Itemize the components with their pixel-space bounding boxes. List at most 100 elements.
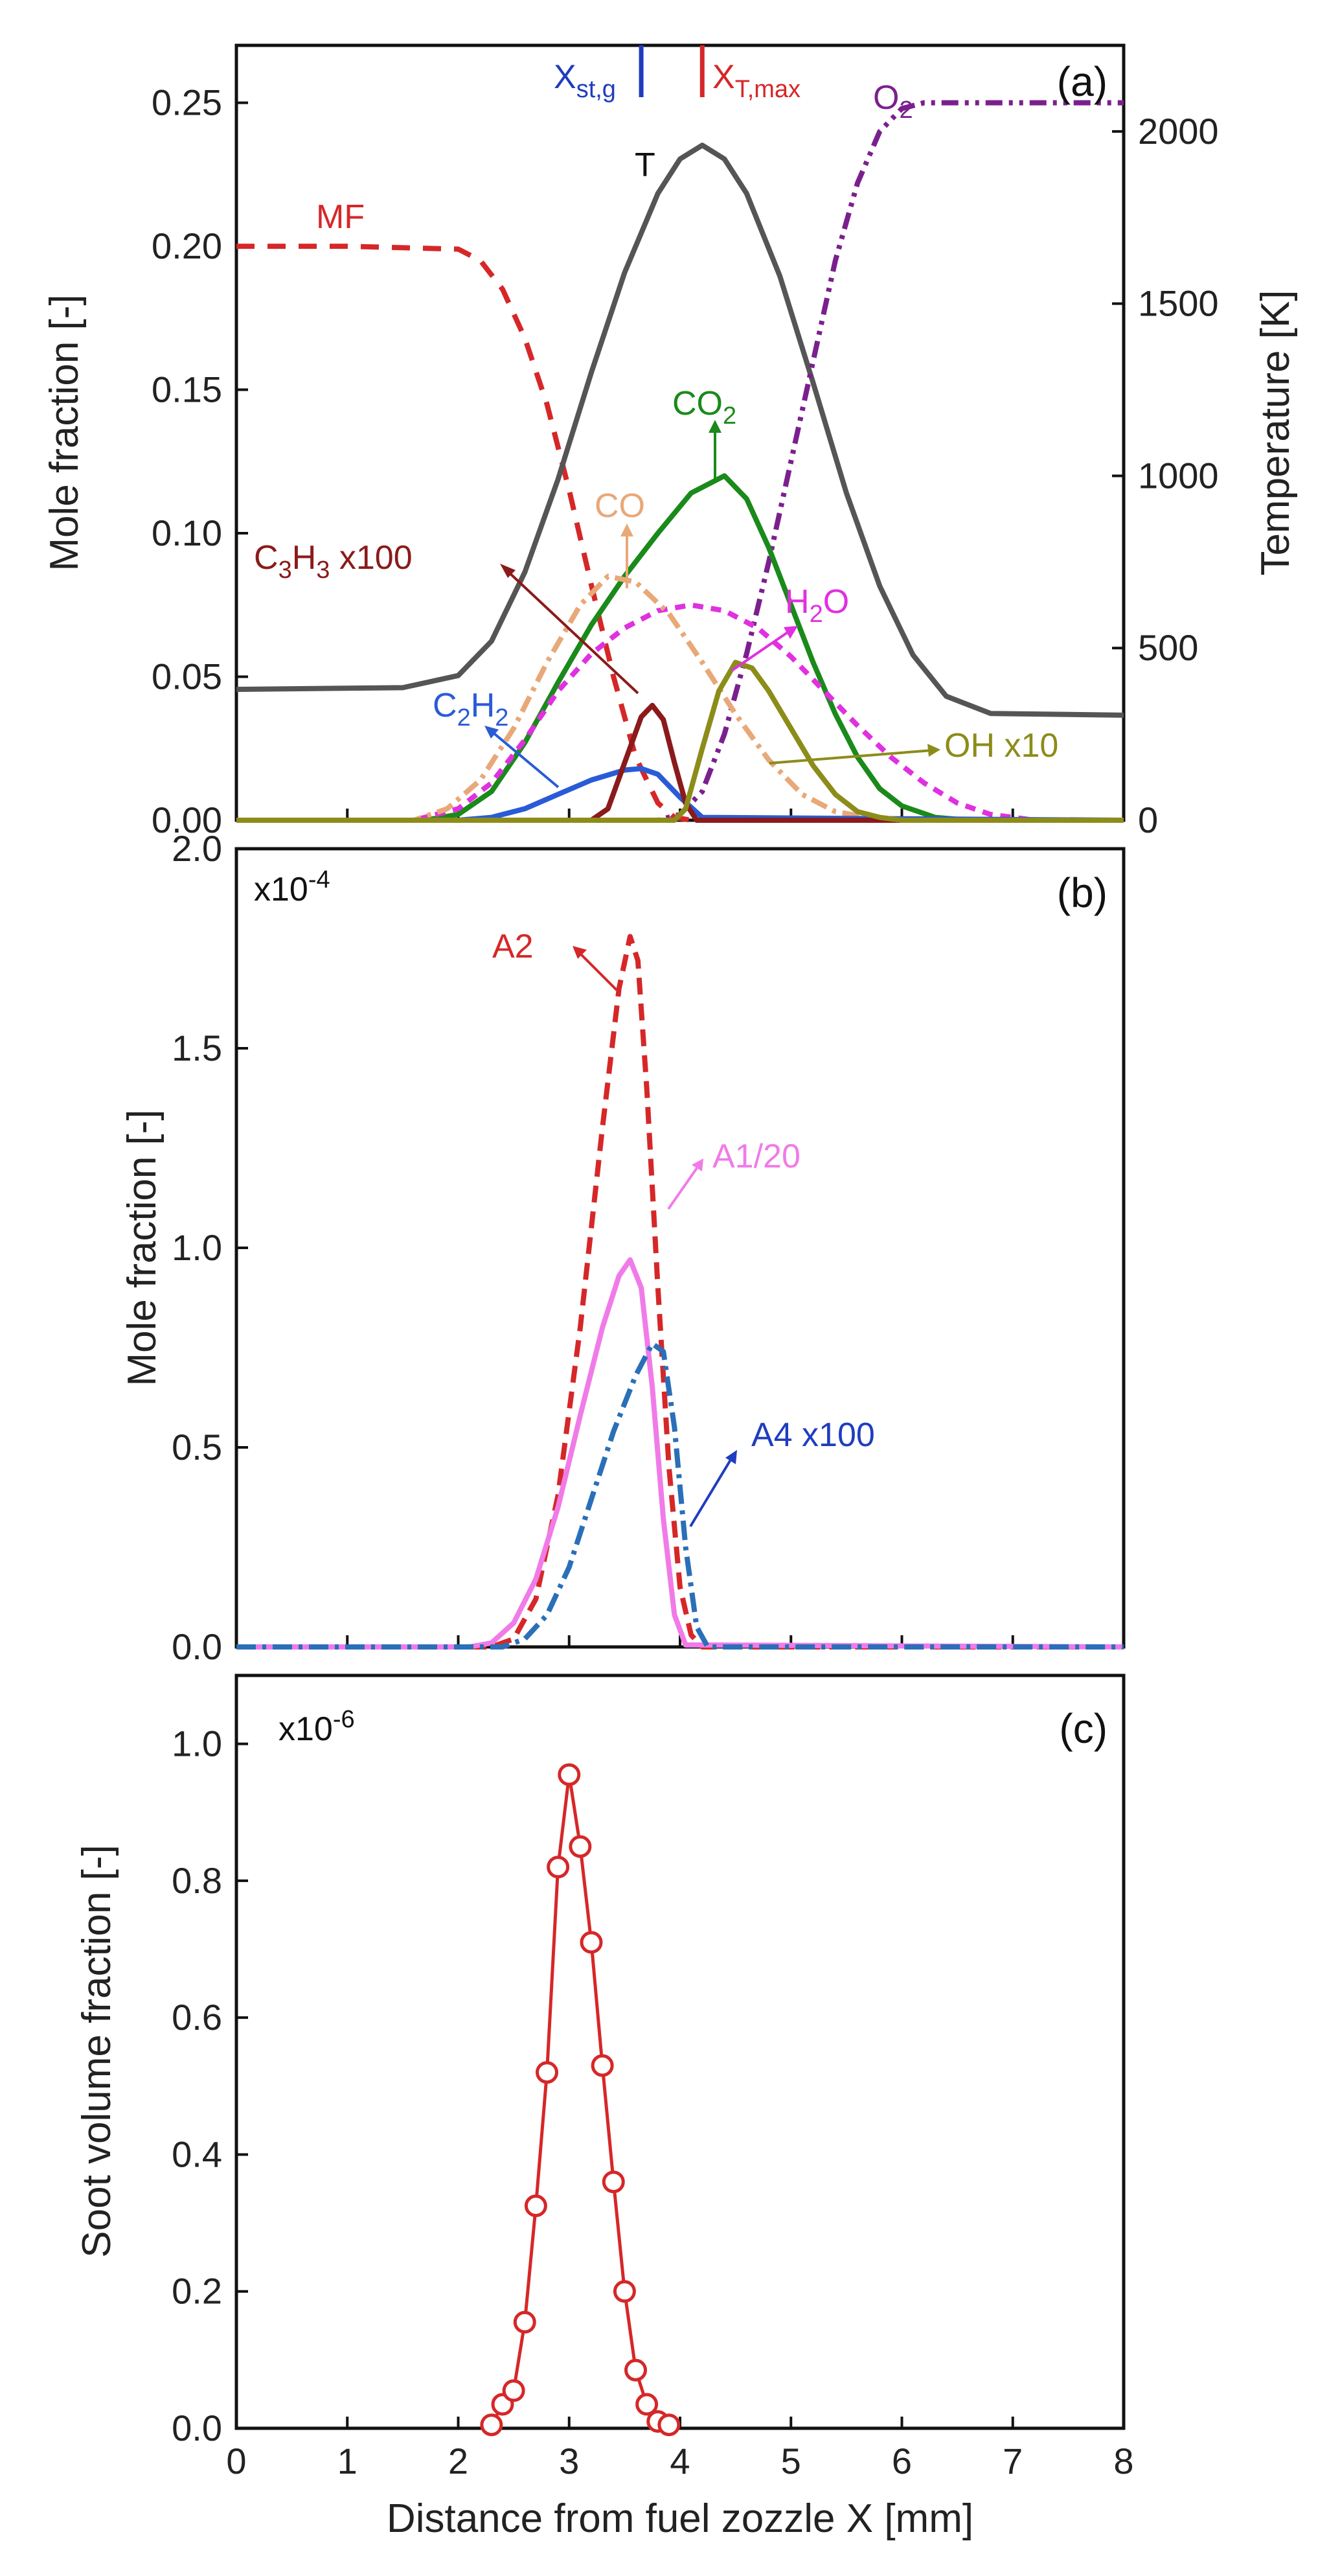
panel-a-ylabel: Mole fraction [-] <box>42 294 87 571</box>
x-tick-label-6: 6 <box>892 2441 912 2481</box>
panel-c-ticks: 0.0 0.2 0.4 0.6 0.8 1.0 <box>172 1723 1125 2448</box>
label-t: T <box>635 146 655 184</box>
panel-c-label: (c) <box>1059 1705 1108 1752</box>
panel-a-markers <box>639 45 705 97</box>
y2-tick-label-1: 500 <box>1138 627 1198 668</box>
x-tick-label-4: 4 <box>670 2441 690 2481</box>
arrow-c2h2 <box>490 730 560 788</box>
soot-point-8 <box>569 1835 592 1858</box>
panel-b-frame <box>234 847 1126 1649</box>
series-a-1 <box>236 143 1124 718</box>
marker-xstg-label: Xst,g <box>554 58 616 103</box>
y-tick-label-c-1: 0.2 <box>172 2271 222 2312</box>
label-co2: CO2 <box>672 385 736 430</box>
panel-c-ylabel: Soot volume fraction [-] <box>74 1845 119 2258</box>
panel-b-label: (b) <box>1057 869 1108 916</box>
y-tick-label-a-2: 0.10 <box>152 512 222 553</box>
panel-c-curves <box>480 1763 681 2437</box>
series-a-2 <box>236 100 1124 823</box>
panel-b-ylabel: Mole fraction [-] <box>120 1109 165 1386</box>
label-co: CO <box>595 487 645 525</box>
x-tick-label-8: 8 <box>1113 2441 1133 2481</box>
y2-tick-label-3: 1500 <box>1138 283 1219 324</box>
arrow-co-head <box>620 523 633 536</box>
soot-point-12 <box>613 2280 636 2303</box>
soot-point-5 <box>536 2061 558 2084</box>
arrow-a4-head <box>725 1450 737 1464</box>
label-c2h2: C2H2 <box>433 687 508 731</box>
y-tick-label-b-1: 0.5 <box>172 1427 222 1467</box>
soot-point-4 <box>524 2194 547 2218</box>
y-tick-label-a-3: 0.15 <box>152 369 222 410</box>
y-tick-label-b-4: 2.0 <box>172 828 222 869</box>
label-a1: A1/20 <box>712 1138 801 1175</box>
arrow-c2h2-head <box>484 726 499 739</box>
label-a4: A4 x100 <box>751 1416 875 1454</box>
series-b-2 <box>236 1340 1124 1650</box>
soot-point-6 <box>547 1856 570 1879</box>
y-tick-label-c-3: 0.6 <box>172 1997 222 2038</box>
y-tick-label-b-2: 1.0 <box>172 1227 222 1268</box>
arrow-h2o-head <box>784 626 798 639</box>
panel-b-arrows <box>573 946 737 1528</box>
panel-a-label: (a) <box>1057 58 1108 105</box>
marker-xtmax-label: XT,max <box>712 58 801 103</box>
label-oh: OH x10 <box>944 727 1058 765</box>
y2-tick-label-0: 0 <box>1138 799 1158 840</box>
arrow-co2-head <box>709 420 721 433</box>
arrow-a1-head <box>692 1158 703 1171</box>
panel-a-y2label: Temperature [K] <box>1253 290 1298 575</box>
panel-b-multiplier: x10-4 <box>254 866 330 908</box>
soot-point-13 <box>624 2358 647 2382</box>
label-mf: MF <box>316 198 365 236</box>
series-a-8 <box>236 660 1124 823</box>
x-tick-label-3: 3 <box>559 2441 579 2481</box>
soot-point-10 <box>591 2054 614 2077</box>
panel-b: 0.0 0.5 1.0 1.5 2.0 (b) x10-4 Mole fraction … <box>120 828 1126 1667</box>
series-a-5 <box>236 573 1124 823</box>
panel-a-curves <box>236 100 1124 823</box>
y-tick-label-a-0: 0.00 <box>152 799 222 840</box>
series-a-7 <box>236 702 1124 823</box>
soot-point-0 <box>480 2413 503 2437</box>
arrow-a2-head <box>573 946 587 959</box>
soot-point-16 <box>657 2413 681 2437</box>
x-tick-label-5: 5 <box>781 2441 801 2481</box>
x-tick-label-1: 1 <box>337 2441 358 2481</box>
arrow-c3h3-head <box>500 564 516 578</box>
y-tick-label-b-0: 0.0 <box>172 1626 222 1667</box>
label-a2: A2 <box>492 928 534 965</box>
y-tick-label-c-4: 0.8 <box>172 1860 222 1901</box>
arrow-oh <box>769 749 933 765</box>
soot-point-7 <box>558 1763 581 1786</box>
arrow-a2 <box>578 951 618 991</box>
panel-c-frame <box>234 1673 1126 2430</box>
y2-tick-label-4: 2000 <box>1138 111 1219 152</box>
y-tick-label-a-1: 0.05 <box>152 656 222 697</box>
soot-point-2 <box>502 2379 525 2402</box>
x-tick-labels: 0 1 2 3 4 5 6 7 8 <box>226 2441 1133 2481</box>
arrow-c3h3 <box>505 569 639 695</box>
series-b-0 <box>236 934 1124 1650</box>
arrow-h2o <box>731 628 793 672</box>
x-tick-label-0: 0 <box>226 2441 246 2481</box>
y-tick-label-c-5: 1.0 <box>172 1723 222 1764</box>
x-tick-label-2: 2 <box>448 2441 468 2481</box>
arrow-a4 <box>689 1456 733 1528</box>
x-tick-label-7: 7 <box>1003 2441 1023 2481</box>
y-tick-label-c-0: 0.0 <box>172 2408 222 2448</box>
y-tick-label-b-3: 1.5 <box>172 1028 222 1068</box>
soot-point-11 <box>602 2170 625 2194</box>
y2-tick-label-2: 1000 <box>1138 455 1219 496</box>
panel-a: 0.00 0.05 0.10 0.15 0.20 0.25 0 500 1000 1500 2000… <box>42 43 1298 840</box>
arrow-oh-head <box>927 744 940 757</box>
y-tick-label-c-2: 0.4 <box>172 2133 222 2174</box>
y-tick-label-a-4: 0.20 <box>152 225 222 266</box>
soot-point-9 <box>580 1931 603 1954</box>
series-a-3 <box>236 473 1124 823</box>
y-tick-label-a-5: 0.25 <box>152 82 222 123</box>
series-b-1 <box>236 1257 1124 1650</box>
soot-point-3 <box>513 2310 536 2334</box>
panel-a-ticks: 0.00 0.05 0.10 0.15 0.20 0.25 0 500 1000 1500 2000 <box>152 82 1219 840</box>
